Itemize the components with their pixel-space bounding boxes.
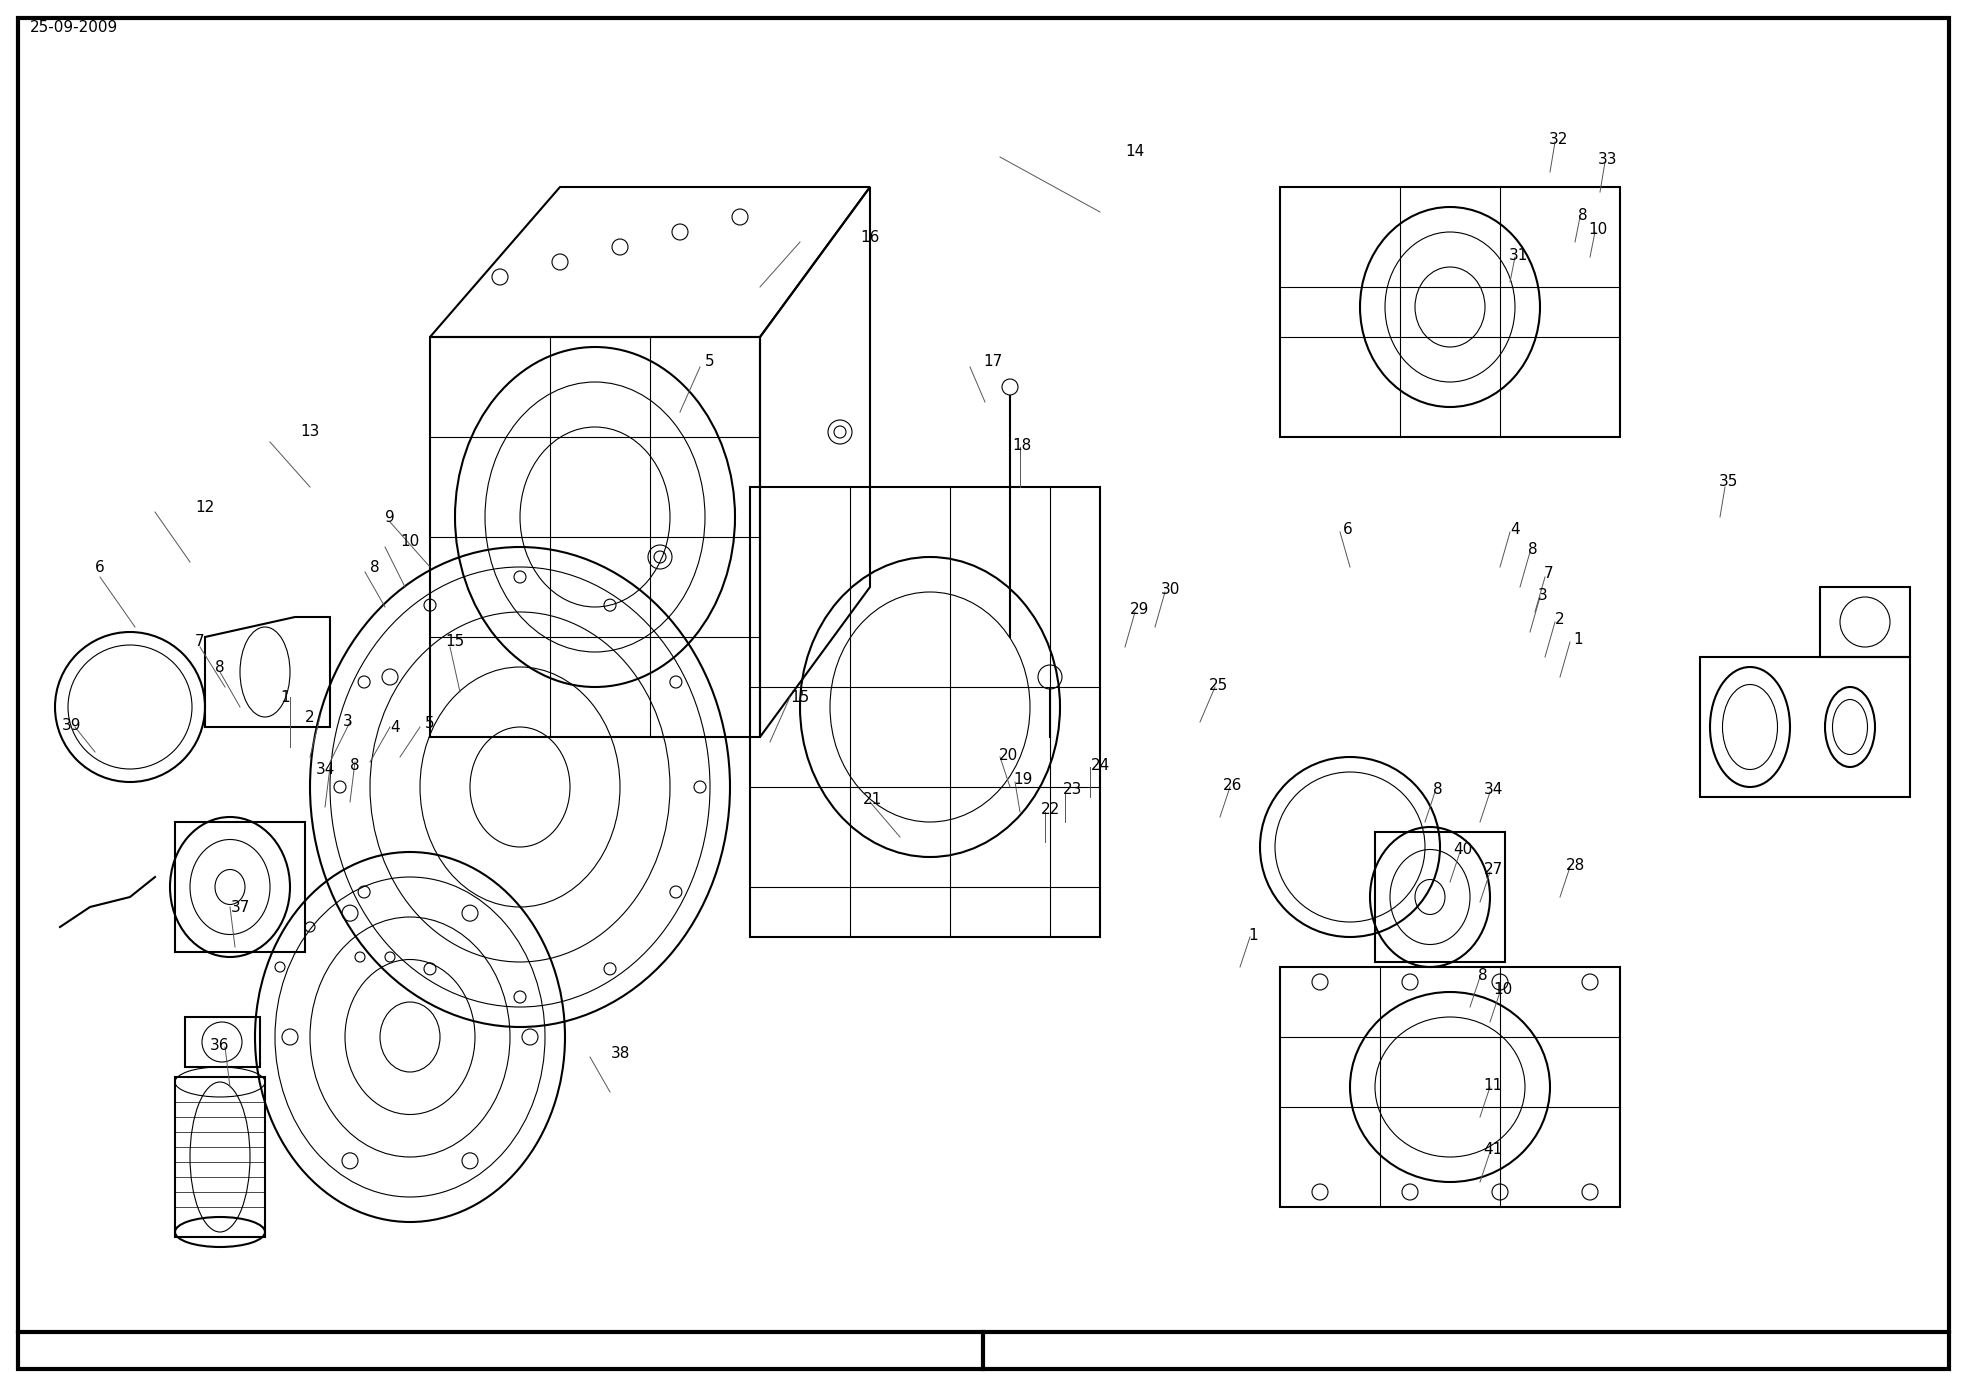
- Text: 10: 10: [401, 534, 419, 549]
- Text: 12: 12: [195, 499, 214, 515]
- Text: 25: 25: [1208, 677, 1227, 692]
- Text: 8: 8: [370, 559, 380, 574]
- Text: 38: 38: [610, 1047, 629, 1061]
- Text: 17: 17: [984, 355, 1003, 369]
- Text: 14: 14: [1125, 144, 1145, 160]
- Text: 18: 18: [1013, 437, 1031, 452]
- Text: 10: 10: [1589, 222, 1607, 237]
- Text: 30: 30: [1161, 581, 1180, 596]
- Text: 2: 2: [1556, 612, 1566, 627]
- Text: 26: 26: [1223, 778, 1243, 792]
- Text: 24: 24: [1090, 757, 1109, 773]
- Circle shape: [1001, 379, 1019, 395]
- Text: 11: 11: [1483, 1078, 1503, 1093]
- Circle shape: [828, 420, 852, 444]
- Text: 8: 8: [214, 659, 224, 674]
- Text: 27: 27: [1483, 861, 1503, 877]
- Text: 36: 36: [210, 1037, 230, 1053]
- Text: 8: 8: [1528, 541, 1538, 556]
- Text: 3: 3: [1538, 588, 1548, 602]
- Text: 34: 34: [315, 763, 334, 778]
- Text: 8: 8: [1477, 968, 1487, 982]
- Text: 2: 2: [305, 710, 315, 724]
- Text: 21: 21: [862, 792, 881, 806]
- Text: 20: 20: [999, 748, 1017, 763]
- Text: 4: 4: [389, 720, 399, 735]
- Text: 29: 29: [1131, 602, 1149, 616]
- Text: 1: 1: [1249, 928, 1257, 943]
- Text: 37: 37: [230, 900, 250, 914]
- Text: 39: 39: [63, 717, 83, 732]
- Text: 41: 41: [1483, 1143, 1503, 1158]
- Text: 19: 19: [1013, 773, 1033, 788]
- Text: 7: 7: [1544, 566, 1554, 581]
- Text: 28: 28: [1566, 857, 1585, 872]
- Text: 13: 13: [301, 424, 321, 440]
- Text: 31: 31: [1509, 247, 1528, 262]
- Text: 8: 8: [1434, 782, 1444, 798]
- Text: 32: 32: [1548, 132, 1568, 147]
- Text: 22: 22: [1041, 802, 1060, 817]
- Text: 8: 8: [350, 757, 360, 773]
- Text: 35: 35: [1719, 474, 1737, 490]
- Text: 6: 6: [94, 559, 104, 574]
- Text: 1: 1: [1574, 631, 1583, 646]
- Text: 34: 34: [1483, 782, 1503, 798]
- Text: 5: 5: [425, 717, 435, 731]
- Text: 33: 33: [1599, 151, 1617, 166]
- Text: 4: 4: [1511, 522, 1520, 537]
- Text: 16: 16: [860, 229, 879, 244]
- Text: 3: 3: [342, 714, 352, 730]
- Text: 40: 40: [1454, 842, 1473, 857]
- Text: 10: 10: [1493, 982, 1513, 997]
- Text: 6: 6: [1343, 522, 1353, 537]
- Text: 25-09-2009: 25-09-2009: [30, 19, 118, 35]
- Text: 8: 8: [1578, 208, 1587, 222]
- Text: 5: 5: [706, 355, 714, 369]
- Text: 1: 1: [279, 689, 289, 705]
- Text: 23: 23: [1064, 782, 1082, 798]
- Text: 15: 15: [791, 689, 810, 705]
- Text: 9: 9: [386, 509, 395, 524]
- Text: 15: 15: [445, 634, 464, 649]
- Text: 7: 7: [195, 634, 205, 649]
